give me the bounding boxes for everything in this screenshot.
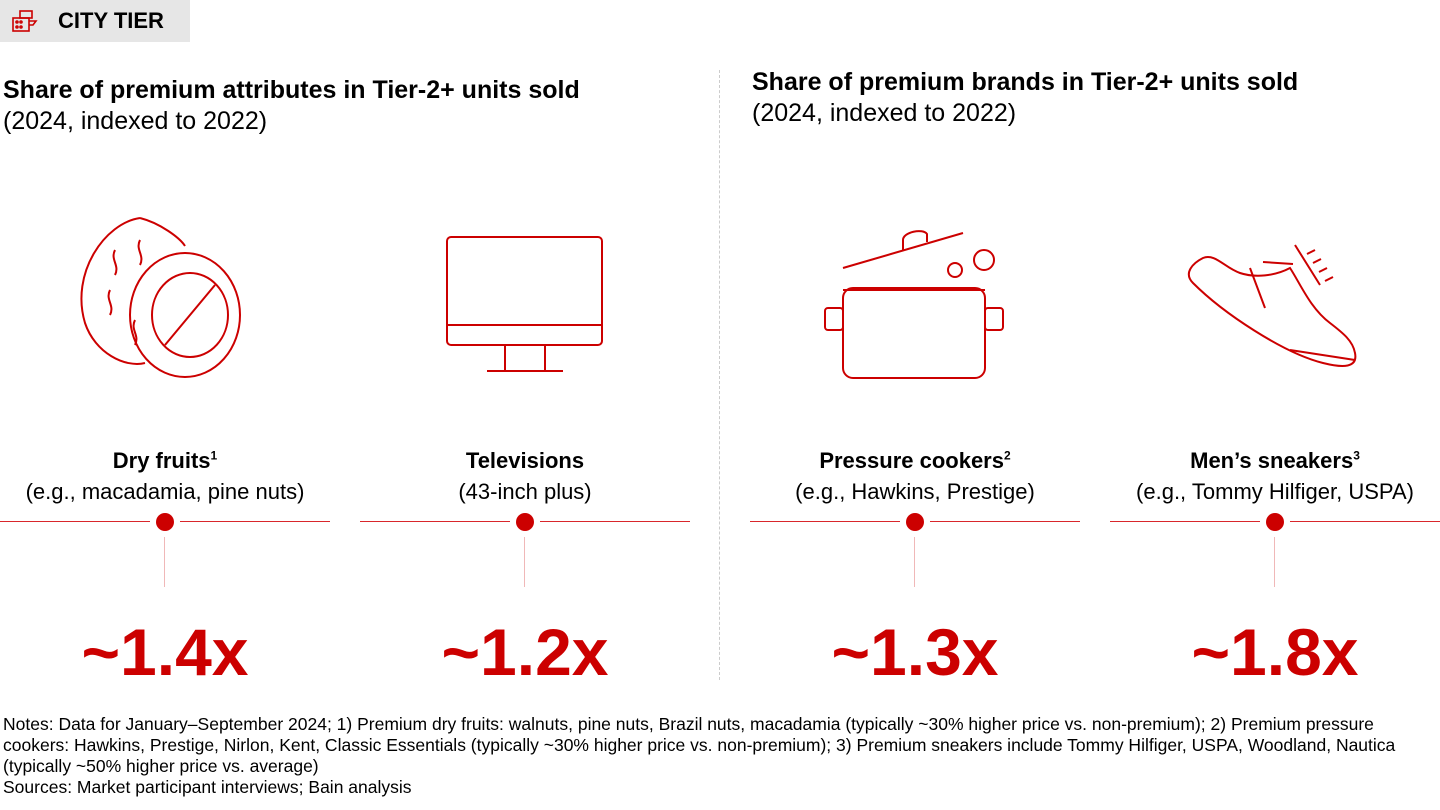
item-value: ~1.8x [1191, 615, 1359, 689]
timeline-line [1290, 521, 1440, 522]
left-section-title: Share of premium attributes in Tier-2+ u… [3, 76, 580, 135]
timeline-line [180, 521, 330, 522]
connector-line [164, 537, 165, 587]
timeline-line [0, 521, 150, 522]
timeline-dot [1266, 513, 1284, 531]
sources-text: Sources: Market participant interviews; … [3, 777, 412, 797]
section-divider [719, 70, 720, 680]
timeline-dot [156, 513, 174, 531]
item-label: Televisions (43-inch plus) [458, 448, 592, 505]
timeline-line [540, 521, 690, 522]
connector-line [524, 537, 525, 587]
connector-line [914, 537, 915, 587]
timeline-line [1110, 521, 1260, 522]
item-label: Pressure cookers2 (e.g., Hawkins, Prestig… [795, 448, 1035, 505]
timeline-line [930, 521, 1080, 522]
pressure-cooker-icon [824, 230, 1004, 379]
notes-text: Notes: Data for January–September 2024; … [3, 714, 1396, 776]
item-label: Men’s sneakers3 (e.g., Tommy Hilfiger, US… [1136, 448, 1414, 505]
item-televisions: Televisions (43-inch plus) ~1.2x [360, 0, 690, 700]
item-value: ~1.4x [81, 615, 249, 689]
sneaker-icon [1187, 244, 1357, 367]
timeline-dot [516, 513, 534, 531]
footnotes: Notes: Data for January–September 2024; … [3, 714, 1439, 798]
tag-label: CITY TIER [58, 8, 164, 33]
item-label: Dry fruits1 (e.g., macadamia, pine nuts) [25, 448, 305, 505]
item-value: ~1.3x [831, 615, 999, 689]
television-icon [446, 236, 603, 372]
item-pressure-cookers: Pressure cookers2 (e.g., Hawkins, Prestig… [750, 0, 1080, 700]
item-mens-sneakers: Men’s sneakers3 (e.g., Tommy Hilfiger, US… [1110, 0, 1440, 700]
city-tier-icon [12, 10, 38, 32]
timeline-line [360, 521, 510, 522]
right-section-title: Share of premium brands in Tier-2+ units… [752, 68, 1299, 127]
connector-line [1274, 537, 1275, 587]
walnut-icon [80, 217, 241, 378]
timeline-line [750, 521, 900, 522]
item-dry-fruits: Dry fruits1 (e.g., macadamia, pine nuts) … [0, 0, 330, 700]
item-value: ~1.2x [441, 615, 609, 689]
city-tier-tag: CITY TIER [0, 0, 190, 42]
timeline-dot [906, 513, 924, 531]
